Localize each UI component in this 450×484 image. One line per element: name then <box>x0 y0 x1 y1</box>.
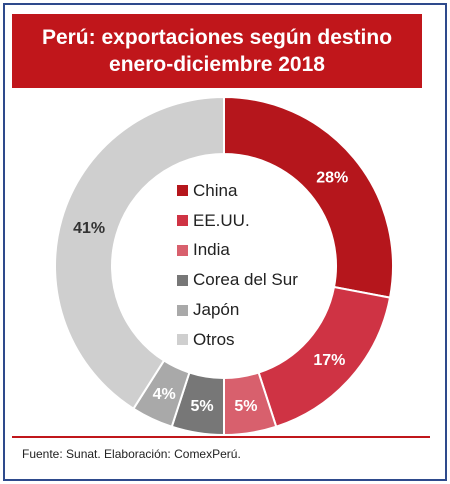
legend-swatch <box>177 274 188 286</box>
source-note: Fuente: Sunat. Elaboración: ComexPerú. <box>22 447 241 461</box>
footer-divider <box>12 436 430 438</box>
slice-label-corea-del-sur: 5% <box>190 398 213 415</box>
legend-swatch <box>177 244 188 256</box>
legend-item-china: China <box>177 176 298 206</box>
legend-item-india: India <box>177 236 298 266</box>
legend-label: Otros <box>193 329 235 349</box>
legend-item-corea-del-sur: Corea del Sur <box>177 265 298 295</box>
donut-slice-china <box>223 95 394 299</box>
slice-label-otros: 41% <box>73 220 105 237</box>
chart-title-line-1: Perú: exportaciones según destino <box>41 26 393 49</box>
title-banner: Perú: exportaciones según destino enero-… <box>12 14 422 88</box>
legend-label: China <box>193 180 238 200</box>
legend-swatch <box>177 304 188 316</box>
legend-label: EE.UU. <box>193 210 250 230</box>
donut-slice-otros <box>54 95 225 411</box>
legend-label: Japón <box>193 300 240 320</box>
chart-legend: China EE.UU. India Corea del Sur Japón Otros <box>177 176 298 355</box>
legend-item-ee-uu: EE.UU. <box>177 206 298 236</box>
legend-item-japon: Japón <box>177 295 298 325</box>
chart-title-line-2: enero-diciembre 2018 <box>109 53 325 76</box>
slice-label-ee-uu: 17% <box>313 352 345 369</box>
slice-label-china: 28% <box>316 169 348 186</box>
legend-label: Corea del Sur <box>193 270 298 290</box>
legend-item-otros: Otros <box>177 325 298 355</box>
slice-label-india: 5% <box>234 398 257 415</box>
legend-label: India <box>193 240 230 260</box>
legend-swatch <box>177 334 188 346</box>
legend-swatch <box>177 215 188 227</box>
slice-label-japon: 4% <box>153 386 176 403</box>
legend-swatch <box>177 185 188 197</box>
